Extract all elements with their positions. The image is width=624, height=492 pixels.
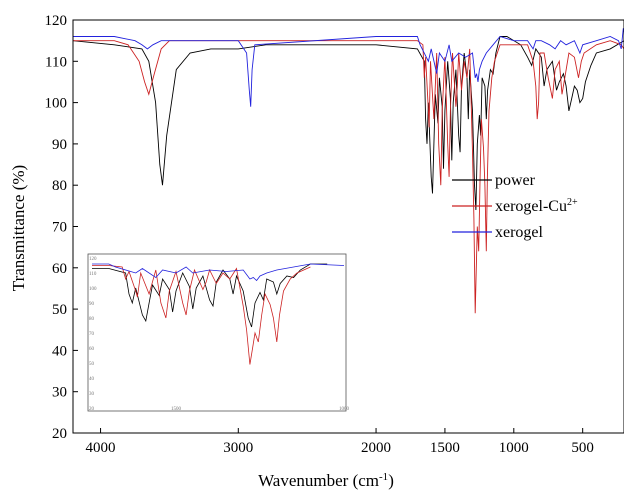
inset-y-tick-label: 40 xyxy=(89,377,95,382)
x-tick-label: 2000 xyxy=(361,440,391,456)
x-tick-label: 500 xyxy=(571,440,594,456)
inset-y-tick-label: 20 xyxy=(89,407,95,412)
legend-label-power: power xyxy=(495,172,536,189)
y-tick-label: 90 xyxy=(52,137,67,153)
legend: power xerogel-Cu2+ xerogel xyxy=(452,172,578,241)
inset-y-tick-label: 60 xyxy=(89,347,95,352)
inset-x-tick-label: 1000 xyxy=(339,407,350,412)
x-tick-label: 3000 xyxy=(223,440,253,456)
inset-y-tick-label: 30 xyxy=(89,392,95,397)
x-axis-title: Wavenumber (cm-1) xyxy=(258,471,394,490)
main-series-lines xyxy=(72,28,624,314)
x-tick-label: 1500 xyxy=(430,440,460,456)
y-tick-label: 60 xyxy=(52,261,67,277)
y-tick-label: 30 xyxy=(52,385,67,401)
legend-entry-xerogel: xerogel xyxy=(452,224,544,241)
y-tick-label: 50 xyxy=(52,302,67,318)
series-line-1 xyxy=(73,40,624,314)
x-axis: 4000 3000 2000 1500 1000 500 xyxy=(86,428,594,456)
x-tick-label: 4000 xyxy=(86,440,116,456)
inset-y-tick-label: 50 xyxy=(89,362,95,367)
legend-label-xerogel: xerogel xyxy=(495,224,544,241)
inset-chart: 1500 1000 120 110 100 90 80 70 60 50 40 30 20 xyxy=(87,253,350,412)
inset-x-tick-label: 1500 xyxy=(171,407,182,412)
legend-entry-power: power xyxy=(452,172,536,189)
y-tick-label: 70 xyxy=(52,220,67,236)
y-tick-label: 20 xyxy=(52,426,67,442)
y-tick-label: 40 xyxy=(52,343,67,359)
legend-label-xerogel-cu-sup: 2+ xyxy=(567,197,578,208)
y-tick-label: 100 xyxy=(45,96,68,112)
inset-series-lines xyxy=(92,263,345,365)
legend-label-xerogel-cu: xerogel-Cu2+ xyxy=(495,197,578,215)
y-axis-title: Transmittance (%) xyxy=(9,165,28,291)
x-tick-label: 1000 xyxy=(499,440,529,456)
x-axis-title-main: Wavenumber (cm xyxy=(258,471,379,490)
inset-y-tick-label: 100 xyxy=(89,287,97,292)
inset-series-line-0 xyxy=(92,263,328,328)
inset-y-tick-label: 70 xyxy=(89,332,95,337)
inset-y-tick-label: 90 xyxy=(89,302,95,307)
legend-entry-xerogel-cu: xerogel-Cu2+ xyxy=(452,197,578,215)
series-line-2 xyxy=(73,28,624,107)
legend-label-xerogel-cu-main: xerogel-Cu xyxy=(495,198,567,215)
inset-y-tick-label: 120 xyxy=(89,257,97,262)
y-tick-label: 80 xyxy=(52,178,67,194)
y-tick-label: 110 xyxy=(45,54,67,70)
x-axis-title-end: ) xyxy=(388,471,394,490)
x-axis-title-sup: -1 xyxy=(379,471,388,483)
inset-ticks: 1500 1000 120 110 100 90 80 70 60 50 40 30 20 xyxy=(89,257,350,412)
inset-y-tick-label: 110 xyxy=(89,272,97,277)
series-line-0 xyxy=(72,36,624,211)
y-tick-label: 120 xyxy=(45,13,68,29)
inset-series-line-2 xyxy=(92,263,345,282)
inset-y-tick-label: 80 xyxy=(89,317,95,322)
y-axis: 20 30 40 50 60 70 80 90 100 110 120 xyxy=(45,13,78,442)
